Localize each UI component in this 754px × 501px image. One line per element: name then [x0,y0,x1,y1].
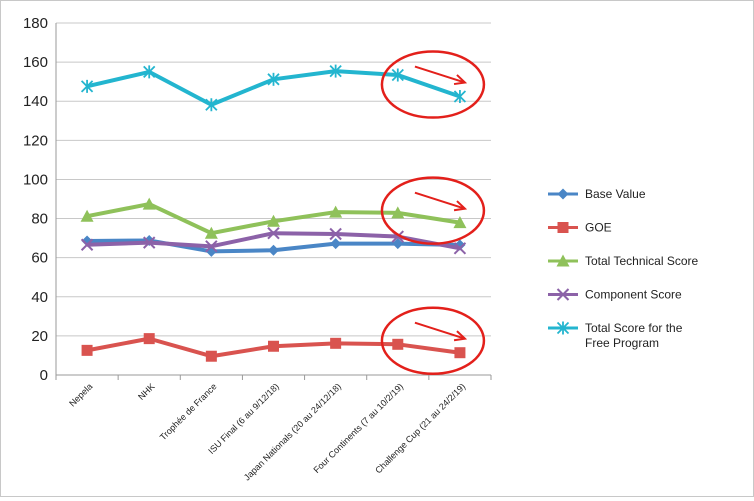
data-point-stroke [143,236,156,249]
series-lines [80,64,467,362]
data-point [143,65,156,79]
data-point-stroke [391,230,404,243]
data-point [142,197,156,210]
y-tick-label: 0 [40,367,48,384]
annotation-2 [380,306,486,375]
legend-entry: Total Score for the Free Program [548,321,683,350]
legend-label-line: GOE [585,221,612,235]
y-tick-label: 180 [23,15,48,32]
annotation-circle [380,306,486,375]
annotation-circle [380,176,486,245]
annotations [380,50,486,375]
x-tick-label: ISU Final (6 au 9/12/18) [206,381,281,456]
series-3 [80,227,467,255]
data-point [80,79,94,93]
y-tick-label: 80 [31,211,48,228]
data-point-stroke [80,238,94,251]
legend-label: Total Score for the Free Program [585,321,683,350]
annotation-arrowhead [453,74,468,86]
data-point [453,90,467,104]
legend: Base Value GOE Total Technical Score Compon… [548,187,699,350]
data-point [267,227,280,240]
annotation-circle [380,50,486,119]
series-4 [80,64,467,112]
legend-entry: Base Value [548,187,646,201]
data-point [329,227,342,241]
legend-label: Total Technical Score [585,254,699,268]
data-point [268,340,279,352]
y-axis-tick-labels: 0 20 40 60 80 100 120 140 160 180 [23,15,48,384]
legend-label: Base Value [585,187,646,201]
data-point [556,321,570,335]
series-1 [81,333,466,362]
data-point [204,226,218,239]
legend-label-line: Component Score [585,288,682,302]
data-point [329,64,342,78]
legend-label-line: Total Technical Score [585,254,699,268]
data-point [330,238,342,250]
legend-entry: Total Technical Score [548,254,699,268]
data-point [557,188,569,200]
data-point [80,238,94,251]
legend-label: Component Score [585,288,682,302]
data-point [268,244,279,256]
legend-entry: Component Score [548,288,682,302]
data-point [556,254,570,267]
data-point [392,238,404,250]
annotation-arrowhead [453,330,468,342]
data-point [391,206,405,219]
data-point [453,216,467,229]
x-tick-label: NHK [136,381,157,402]
data-point [267,214,280,227]
data-point [453,242,467,255]
data-point [267,72,280,86]
data-point-stroke [329,227,342,241]
annotation-arrow [414,191,466,210]
y-tick-label: 140 [23,93,48,110]
x-tick-label: Nepela [67,381,94,408]
y-tick-label: 120 [23,132,48,149]
data-point [205,98,218,112]
legend-label: GOE [585,221,612,235]
data-point-stroke [205,240,218,253]
x-tick-label: Trophée de France [158,381,219,442]
annotation-arrow [414,321,466,340]
data-point [392,338,404,350]
y-tick-label: 160 [23,54,48,71]
data-point-stroke [556,288,570,301]
y-tick-label: 60 [31,250,48,267]
legend-label-line: Free Program [585,336,659,350]
data-point [330,337,342,349]
y-tick-label: 20 [31,328,48,345]
data-point [557,222,569,233]
data-point [205,240,218,253]
data-point [143,333,155,345]
legend-label-line: Total Score for the [585,321,683,335]
data-point-stroke [267,227,280,240]
legend-label-line: Base Value [585,187,646,201]
annotation-1 [380,176,486,245]
data-point [205,350,217,362]
y-tick-label: 40 [31,289,48,306]
data-point [556,288,570,301]
data-point [80,209,94,222]
data-point [454,347,466,359]
data-point [329,205,343,218]
annotation-0 [380,50,486,119]
data-point [143,236,156,249]
data-point-stroke [453,242,467,255]
annotation-arrow [414,65,466,84]
data-point [391,68,404,82]
data-point [81,344,93,356]
annotation-arrowhead [453,200,468,212]
legend-entry: GOE [548,221,612,235]
series-2 [80,197,467,239]
x-tick-label: Japan Nationals (20 au 24/12/18) [242,381,343,482]
y-tick-label: 100 [23,171,48,188]
